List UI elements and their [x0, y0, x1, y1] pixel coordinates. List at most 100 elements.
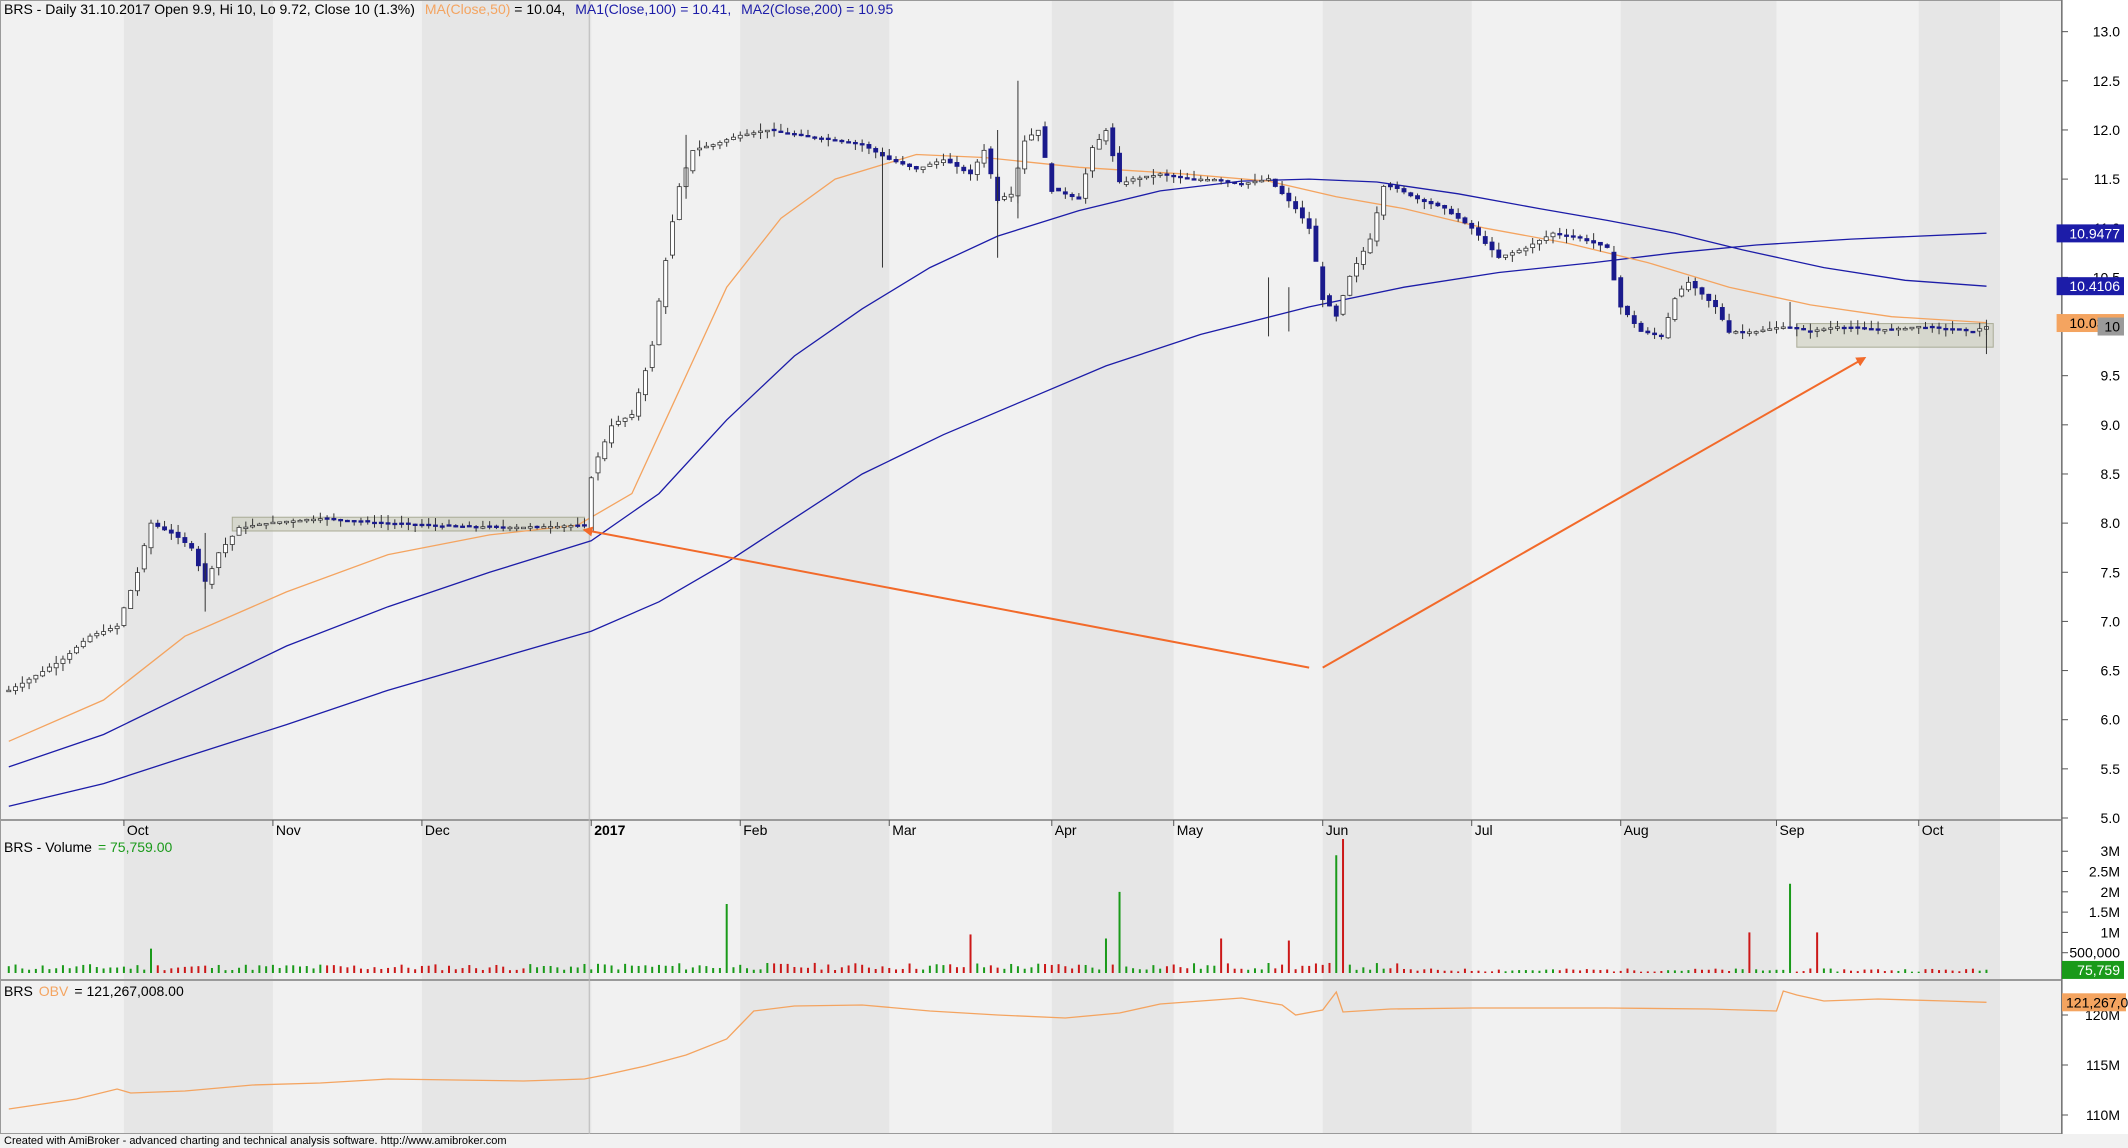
candle-body: [1191, 178, 1197, 181]
candle-body: [1862, 327, 1867, 330]
candle-body: [521, 526, 526, 530]
candle-body: [378, 521, 384, 525]
candle-body: [487, 525, 493, 528]
candle-body: [250, 525, 256, 528]
price-value-tag-label: 10: [2104, 319, 2120, 335]
candle-body: [1537, 239, 1542, 245]
obv-panel-title: BRS OBV = 121,267,008.00: [4, 983, 184, 999]
month-band: [421, 0, 592, 820]
candle-body: [80, 640, 86, 648]
candle-body: [216, 552, 222, 569]
annotation-arrow: [582, 526, 1310, 669]
candle-body: [690, 150, 696, 172]
candle-body: [1523, 247, 1529, 252]
price-y-tick-label: 5.0: [2101, 810, 2121, 826]
candle-body: [304, 518, 310, 522]
candle-body: [1367, 238, 1373, 254]
candle-body: [60, 658, 66, 664]
candle-body: [927, 163, 933, 167]
candle-body: [1929, 325, 1935, 329]
month-band: [123, 980, 273, 1134]
month-band: [1620, 980, 1777, 1134]
candle-body: [270, 521, 276, 525]
candle-body: [940, 159, 946, 164]
candle-body: [1171, 174, 1177, 178]
candle-body: [785, 132, 791, 135]
candle-body: [893, 159, 899, 163]
candle-body: [297, 519, 303, 523]
obv-title-ticker: BRS: [4, 983, 33, 999]
volume-title-value: = 75,759.00: [98, 839, 173, 855]
month-band: [1322, 0, 1472, 820]
volume-value-tag: [2062, 960, 2124, 979]
candle-body: [33, 674, 39, 680]
x-axis-month-label: Oct: [1922, 822, 1944, 838]
candle-body: [189, 543, 195, 549]
candle-body: [764, 129, 770, 133]
candle-body: [724, 139, 730, 143]
candle-body: [548, 526, 554, 529]
candle-body: [473, 526, 479, 529]
candle-body: [1388, 184, 1393, 188]
volume-y-tick-label: 2.5M: [2089, 864, 2120, 880]
price-y-tick-label: 12.5: [2093, 73, 2120, 89]
candle-body: [988, 148, 994, 175]
candle-body: [1198, 178, 1204, 182]
price-value-tag-label: 10.9477: [2069, 225, 2120, 241]
candle-body: [1340, 295, 1346, 315]
candle-body: [446, 524, 452, 527]
candle-body: [256, 523, 262, 526]
candle-body: [676, 186, 682, 220]
candle-body: [141, 545, 147, 570]
price-y-tick-label: 9.0: [2101, 417, 2121, 433]
price-value-tag-label: 10.4106: [2069, 278, 2120, 294]
x-axis-month-label: Jul: [1475, 822, 1493, 838]
price-y-tick-label: 12.0: [2093, 122, 2120, 138]
price-y-tick-label: 9.5: [2101, 368, 2121, 384]
price-y-tick-label: 11.5: [2094, 171, 2120, 187]
candle-body: [744, 133, 750, 136]
candle-body: [697, 147, 703, 151]
candle-body: [1807, 330, 1813, 333]
candle-body: [1299, 207, 1305, 219]
annotation-arrow: [1322, 356, 1867, 669]
candle-body: [1516, 249, 1522, 254]
candle-body: [1902, 327, 1908, 331]
candle-body: [1774, 327, 1779, 330]
candle-body: [1923, 326, 1928, 330]
obv-value-tag-label: 121,267,0: [2066, 994, 2128, 1010]
month-band: [1918, 0, 2000, 820]
candle-body: [168, 529, 174, 534]
candle-body: [1320, 266, 1326, 300]
candle-body: [934, 161, 940, 165]
candle-body: [128, 590, 134, 609]
candle-body: [534, 525, 540, 529]
x-axis-month-label: Nov: [276, 822, 301, 838]
candle-body: [968, 169, 973, 175]
candle-body: [1239, 182, 1244, 186]
candle-body: [1841, 326, 1847, 330]
candle-body: [1090, 147, 1095, 172]
price-y-tick-label: 8.0: [2101, 515, 2121, 531]
candle-body: [236, 527, 242, 536]
candle-body: [1286, 192, 1292, 202]
candle-body: [1740, 331, 1746, 334]
candle-body: [771, 128, 777, 132]
candle-body: [1178, 175, 1183, 179]
candle-body: [94, 633, 100, 637]
candle-body: [1706, 293, 1712, 301]
candle-body: [1103, 130, 1109, 142]
candle-body: [1225, 180, 1231, 183]
price-y-tick-label: 6.0: [2101, 712, 2121, 728]
volume-y-tick-label: 1M: [2101, 924, 2120, 940]
price-y-tick-label: 5.5: [2101, 761, 2121, 777]
candle-body: [493, 525, 499, 528]
candle-body: [1746, 331, 1752, 334]
candle-body: [229, 535, 235, 545]
candle-body: [642, 370, 648, 396]
candle-body: [466, 525, 472, 528]
price-title-ticker: BRS: [4, 1, 33, 17]
candle-body: [1279, 185, 1285, 195]
candle-body: [609, 425, 614, 444]
